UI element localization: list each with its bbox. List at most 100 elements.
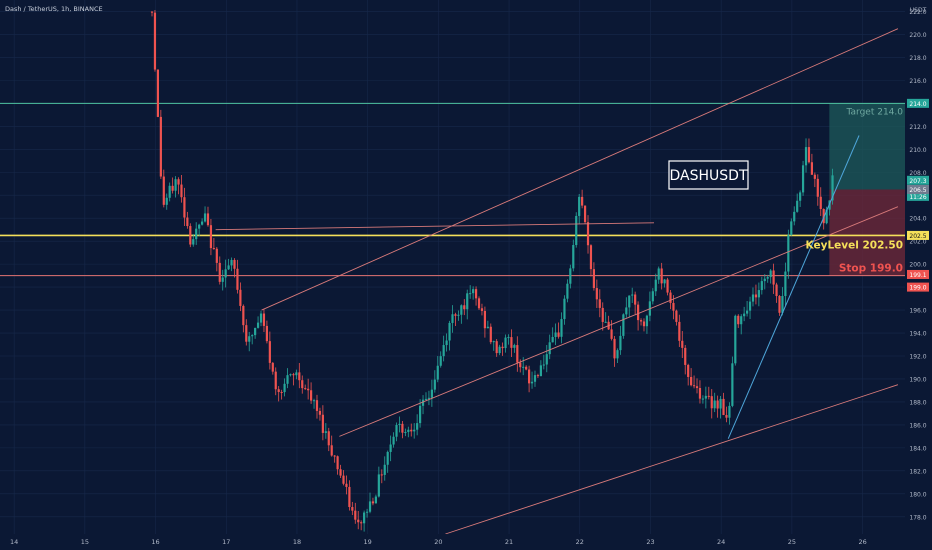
candle-body	[613, 338, 616, 359]
candle-body	[153, 12, 157, 70]
time-axis-bg	[0, 534, 932, 550]
position-box-layer	[829, 103, 905, 276]
candle-body	[516, 345, 519, 363]
candle-body	[324, 431, 327, 433]
candle-body	[480, 308, 484, 311]
candle-body	[360, 522, 363, 524]
candle-body	[410, 429, 413, 432]
candle-body	[421, 399, 425, 406]
candle-body	[354, 510, 357, 520]
candle-body	[799, 192, 802, 201]
candle-body	[651, 291, 654, 302]
candle-body	[684, 347, 687, 365]
candle-body	[769, 270, 772, 278]
candle-body	[790, 221, 793, 236]
keylevel-label: KeyLevel 202.50	[806, 239, 903, 251]
candle-body	[404, 431, 407, 433]
candle-body	[212, 248, 215, 250]
price-tag	[907, 282, 929, 292]
candle-body	[186, 217, 189, 227]
candle-body	[348, 486, 351, 508]
candle-body	[233, 259, 236, 269]
candle-body	[519, 362, 522, 368]
candle-body	[221, 277, 224, 282]
symbol-box	[668, 160, 749, 190]
candle-body	[351, 507, 354, 511]
candle-body	[150, 11, 154, 13]
candle-body	[477, 298, 481, 309]
price-tick-label: 184.0	[909, 445, 926, 452]
candle-body	[283, 383, 286, 393]
candle-body	[180, 184, 183, 198]
time-tick-label: 16	[151, 538, 159, 546]
trend-line	[727, 135, 860, 439]
candle-body	[748, 301, 752, 311]
candle-body	[527, 369, 531, 384]
candle-body	[206, 213, 210, 226]
candle-body	[174, 179, 177, 191]
price-tick-label: 218.0	[909, 55, 926, 62]
price-tick-label: 200.0	[909, 262, 926, 269]
candle-body	[195, 228, 198, 240]
candle-body	[315, 400, 319, 411]
time-tick-label: 17	[222, 538, 230, 546]
candle-body	[595, 288, 598, 300]
candle-body	[616, 350, 619, 359]
candle-body	[622, 314, 625, 336]
candle-body	[681, 340, 684, 348]
horizontal-levels-layer	[0, 102, 905, 277]
candle-body	[813, 174, 816, 179]
candle-body	[192, 239, 195, 245]
candle-body	[342, 475, 345, 484]
candle-body	[401, 423, 404, 433]
candle-body	[321, 414, 324, 433]
candle-body	[395, 425, 398, 437]
candle-body	[312, 400, 316, 402]
stop-label: Stop 199.0	[839, 263, 903, 275]
candle-body	[572, 245, 575, 269]
candle-body	[162, 176, 165, 205]
candle-body	[619, 335, 622, 351]
candle-body	[504, 337, 507, 349]
price-tag	[907, 191, 929, 201]
candle-body	[569, 268, 572, 284]
candle-body	[634, 294, 637, 305]
candle-body	[430, 389, 433, 398]
price-tick-label: 180.0	[909, 491, 926, 498]
candle-body	[645, 315, 649, 327]
time-axis[interactable]: 14 15 16 17 18 19 20 21 22 23 24 25 26	[0, 534, 932, 550]
time-tick-label: 19	[364, 538, 372, 546]
candle-body	[271, 362, 274, 372]
candle-body	[268, 341, 271, 363]
candle-body	[389, 444, 392, 452]
candle-body	[371, 501, 375, 504]
candle-body	[486, 326, 489, 329]
candle-body	[728, 405, 731, 418]
price-tick-label: 196.0	[909, 308, 926, 315]
price-tick-label: 216.0	[909, 78, 926, 85]
candle-body	[368, 501, 372, 512]
candle-body	[495, 341, 498, 354]
price-tick-label: 178.0	[909, 514, 926, 521]
candle-body	[418, 405, 422, 424]
candle-body	[601, 307, 604, 322]
price-tick-label: 222.0	[909, 9, 926, 16]
candle-body	[156, 69, 160, 117]
candle-body	[309, 390, 313, 401]
candle-body	[525, 366, 528, 370]
candle-body	[763, 278, 766, 282]
candle-body	[713, 400, 716, 409]
candle-body	[251, 335, 254, 337]
candle-body	[454, 314, 457, 316]
candle-body	[530, 381, 534, 384]
candle-body	[672, 302, 675, 311]
price-tag-label: 199.1	[909, 272, 926, 279]
candle-body	[189, 226, 192, 245]
price-tick-label: 220.0	[909, 32, 926, 39]
price-axis-unit: USDT	[910, 7, 927, 14]
candle-body	[642, 321, 646, 327]
candle-body	[215, 248, 218, 263]
candle-body	[592, 269, 596, 289]
